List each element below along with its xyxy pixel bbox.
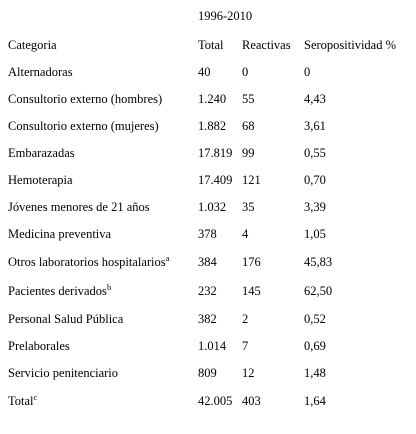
column-header-categoria: Categoria [8, 38, 57, 52]
table-header-row: Categoria Total Reactivas Seropositivida… [4, 32, 414, 59]
seropositivity-table: Categoria Total Reactivas Seropositivida… [4, 32, 414, 416]
row-seropositividad: 1,05 [304, 227, 326, 241]
row-category-label: Jóvenes menores de 21 años [8, 200, 150, 214]
table-row: Personal Salud Pública 382 2 0,52 [4, 306, 414, 333]
row-total: 1.882 [198, 119, 227, 133]
row-seropositividad: 45,83 [304, 255, 333, 269]
row-seropositividad: 3,39 [304, 200, 326, 214]
row-category: Jóvenes menores de 21 años [4, 194, 194, 221]
row-total: 1.240 [198, 92, 227, 106]
row-category: Totalc [4, 387, 194, 416]
row-seropositividad: 0,70 [304, 173, 326, 187]
row-category-label: Servicio penitenciario [8, 366, 119, 380]
row-category: Prelaborales [4, 333, 194, 360]
row-total: 382 [198, 312, 217, 326]
table-row: Medicina preventiva 378 4 1,05 [4, 221, 414, 248]
row-category: Medicina preventiva [4, 221, 194, 248]
row-reactivas: 403 [242, 394, 261, 408]
column-header-total: Total [198, 38, 224, 52]
row-category-label: Personal Salud Pública [8, 312, 124, 326]
table-row: Pacientes derivadosb 232 145 62,50 [4, 277, 414, 306]
row-category-label: Hemoterapia [8, 173, 73, 187]
table-row: Jóvenes menores de 21 años 1.032 35 3,39 [4, 194, 414, 221]
row-reactivas: 35 [242, 200, 255, 214]
row-category: Pacientes derivadosb [4, 277, 194, 306]
row-category-label: Medicina preventiva [8, 227, 112, 241]
row-seropositividad: 0 [304, 65, 311, 79]
row-reactivas: 4 [242, 227, 249, 241]
row-reactivas: 2 [242, 312, 249, 326]
row-total: 378 [198, 227, 217, 241]
row-category-label: Alternadoras [8, 65, 73, 79]
row-category-label: Consultorio externo (hombres) [8, 92, 163, 106]
row-total: 809 [198, 366, 217, 380]
row-category-label: Embarazadas [8, 146, 75, 160]
table-row: Servicio penitenciario 809 12 1,48 [4, 360, 414, 387]
row-seropositividad: 62,50 [304, 284, 333, 298]
row-total: 384 [198, 255, 217, 269]
footnote-marker: b [106, 281, 112, 292]
table-row-total: Totalc 42.005 403 1,64 [4, 387, 414, 416]
period-header: 1996-2010 [198, 9, 253, 23]
row-seropositividad: 1,64 [304, 394, 326, 408]
column-header-seropositividad: Seropositividad % [304, 38, 397, 52]
row-reactivas: 176 [242, 255, 261, 269]
table-row: Alternadoras 40 0 0 [4, 59, 414, 86]
row-category: Consultorio externo (hombres) [4, 86, 194, 113]
column-header-reactivas: Reactivas [242, 38, 291, 52]
row-category: Servicio penitenciario [4, 360, 194, 387]
row-seropositividad: 0,69 [304, 339, 326, 353]
row-reactivas: 0 [242, 65, 249, 79]
row-total: 17.819 [198, 146, 233, 160]
row-total: 232 [198, 284, 217, 298]
row-total: 40 [198, 65, 211, 79]
row-reactivas: 68 [242, 119, 255, 133]
row-category: Consultorio externo (mujeres) [4, 113, 194, 140]
row-total: 1.014 [198, 339, 227, 353]
row-category: Hemoterapia [4, 167, 194, 194]
row-category-label: Pacientes derivados [8, 284, 107, 298]
table-row: Embarazadas 17.819 99 0,55 [4, 140, 414, 167]
row-reactivas: 99 [242, 146, 255, 160]
table-row: Hemoterapia 17.409 121 0,70 [4, 167, 414, 194]
row-category: Personal Salud Pública [4, 306, 194, 333]
row-category: Otros laboratorios hospitalariosa [4, 248, 194, 277]
row-seropositividad: 1,48 [304, 366, 326, 380]
row-seropositividad: 0,55 [304, 146, 326, 160]
table-row: Prelaborales 1.014 7 0,69 [4, 333, 414, 360]
row-category-label: Consultorio externo (mujeres) [8, 119, 159, 133]
row-category-label: Otros laboratorios hospitalarios [8, 255, 166, 269]
row-seropositividad: 3,61 [304, 119, 326, 133]
row-seropositividad: 4,43 [304, 92, 326, 106]
row-reactivas: 7 [242, 339, 249, 353]
row-reactivas: 12 [242, 366, 255, 380]
table-row: Consultorio externo (hombres) 1.240 55 4… [4, 86, 414, 113]
table-row: Consultorio externo (mujeres) 1.882 68 3… [4, 113, 414, 140]
row-reactivas: 55 [242, 92, 255, 106]
row-category: Alternadoras [4, 59, 194, 86]
row-reactivas: 121 [242, 173, 261, 187]
row-reactivas: 145 [242, 284, 261, 298]
row-total: 42.005 [198, 394, 233, 408]
row-category-label: Total [8, 394, 34, 408]
row-total: 1.032 [198, 200, 227, 214]
footnote-marker: a [165, 252, 170, 263]
row-total: 17.409 [198, 173, 233, 187]
row-category: Embarazadas [4, 140, 194, 167]
footnote-marker: c [33, 391, 38, 402]
row-seropositividad: 0,52 [304, 312, 326, 326]
table-row: Otros laboratorios hospitalariosa 384 17… [4, 248, 414, 277]
row-category-label: Prelaborales [8, 339, 70, 353]
